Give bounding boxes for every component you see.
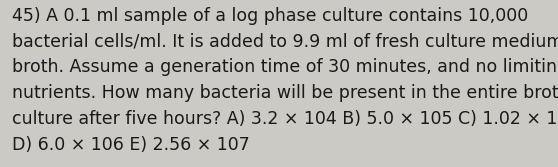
Text: culture after five hours? A) 3.2 × 104 B) 5.0 × 105 C) 1.02 × 106: culture after five hours? A) 3.2 × 104 B… [12,110,558,128]
Text: nutrients. How many bacteria will be present in the entire broth: nutrients. How many bacteria will be pre… [12,84,558,102]
Text: 45) A 0.1 ml sample of a log phase culture contains 10,000: 45) A 0.1 ml sample of a log phase cultu… [12,7,528,25]
Text: bacterial cells/ml. It is added to 9.9 ml of fresh culture medium: bacterial cells/ml. It is added to 9.9 m… [12,33,558,51]
Text: D) 6.0 × 106 E) 2.56 × 107: D) 6.0 × 106 E) 2.56 × 107 [12,136,250,154]
Text: broth. Assume a generation time of 30 minutes, and no limiting: broth. Assume a generation time of 30 mi… [12,58,558,76]
